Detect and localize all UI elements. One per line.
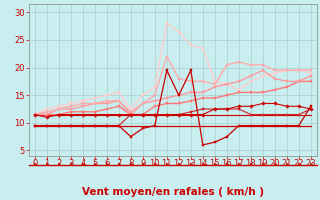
X-axis label: Vent moyen/en rafales ( km/h ): Vent moyen/en rafales ( km/h ) (82, 187, 264, 197)
